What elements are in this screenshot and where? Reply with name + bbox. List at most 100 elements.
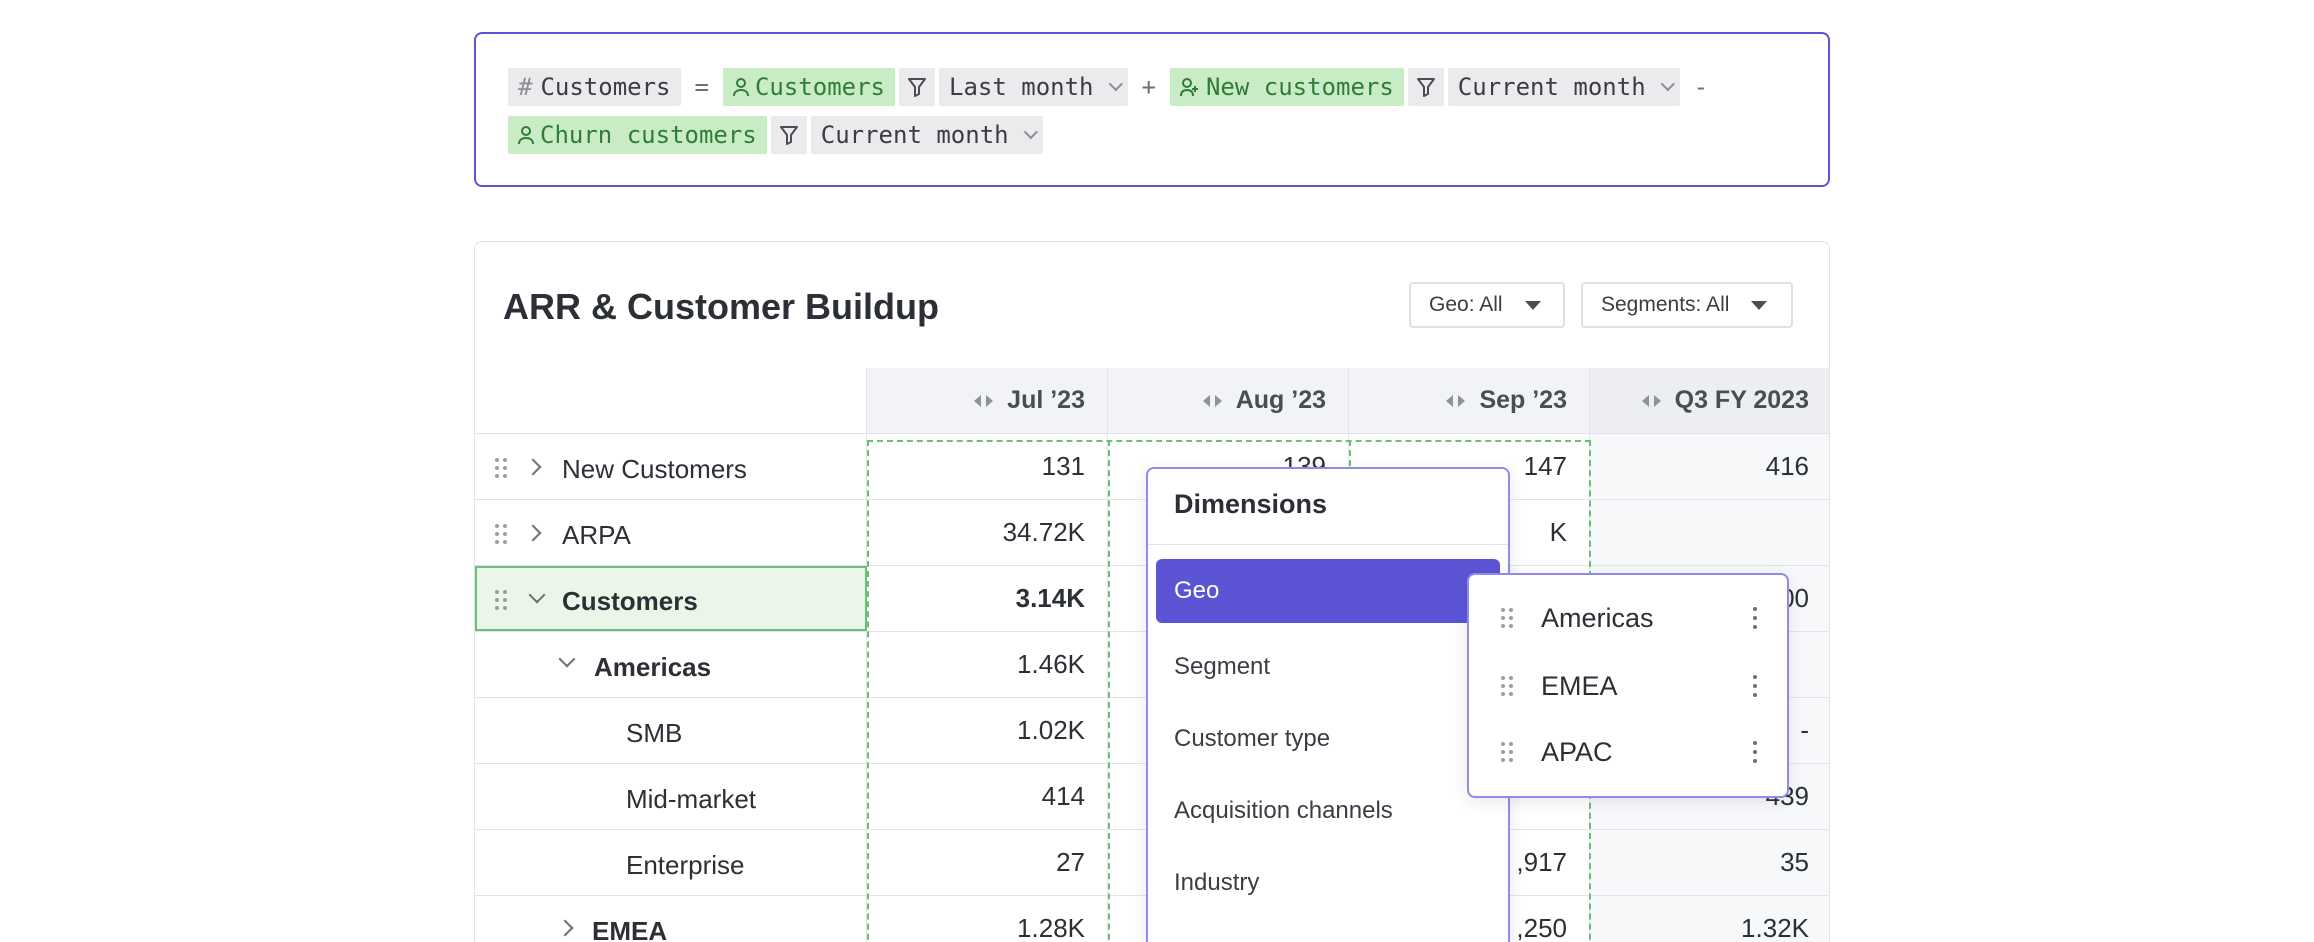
period-dropdown[interactable]: Current month [1447,68,1680,106]
chevron-down-icon[interactable] [528,586,546,604]
dimensions-menu[interactable]: Dimensions Geo Segment Customer type Acq… [1146,467,1510,942]
term-name: Customers [754,73,885,101]
row-label: SMB [626,718,683,748]
metric-chip[interactable]: # Customers [508,68,681,106]
column-nav-icon[interactable] [1641,394,1661,407]
row-label: EMEA [592,916,668,942]
filter-icon [779,125,798,145]
value-cell[interactable]: 414 [867,764,1108,829]
term-chip-new-customers[interactable]: New customers [1169,68,1404,106]
drag-handle-icon[interactable] [1501,608,1515,628]
column-header[interactable]: Q3 FY 2023 [1590,368,1829,433]
segment-filter-dropdown[interactable]: Segments: All [1581,282,1793,328]
period-dropdown[interactable]: Last month [939,68,1128,106]
table-header: Jul ’23 Aug ’23 Sep ’23 Q3 FY 2023 [475,368,1829,434]
formula-line-1: # Customers = Customers Last month + New… [508,68,1798,106]
filter-button[interactable] [770,116,807,154]
formula-line-2: Churn customers Current month [508,116,1798,154]
plus-operator: + [1141,73,1156,101]
more-options-icon[interactable] [1753,741,1757,763]
geo-filter-dropdown[interactable]: Geo: All [1409,282,1565,328]
chevron-right-icon[interactable] [524,458,542,476]
drag-handle-icon[interactable] [495,524,509,544]
row-label: Americas [594,652,712,682]
drag-handle-icon[interactable] [495,458,509,478]
column-nav-icon[interactable] [974,394,994,407]
geo-value-label: APAC [1541,737,1613,767]
drag-handle-icon[interactable] [1501,676,1515,696]
value-cell[interactable]: 3.14K [867,566,1108,631]
metric-name: Customers [540,73,671,101]
column-title: Sep ’23 [1479,386,1567,414]
divider [1148,544,1508,545]
period-label: Current month [1457,73,1646,101]
filter-button[interactable] [899,68,935,106]
row-label-cell[interactable]: EMEA [475,896,867,942]
chevron-right-icon[interactable] [556,919,574,937]
value-cell[interactable]: 34.72K [867,500,1108,565]
geo-value-item[interactable]: APAC [1469,719,1787,785]
dimension-item-segment[interactable]: Segment [1174,653,1271,680]
dimensions-title: Dimensions [1174,489,1328,519]
value-cell[interactable]: 1.32K [1590,896,1829,942]
row-label-cell[interactable]: Americas [475,632,867,697]
row-label-cell[interactable]: Mid-market [475,764,867,829]
column-header[interactable]: Sep ’23 [1349,368,1590,433]
column-header[interactable]: Aug ’23 [1108,368,1349,433]
chevron-down-icon [1023,125,1038,140]
term-chip-customers[interactable]: Customers [722,68,895,106]
chevron-right-icon[interactable] [524,524,542,542]
value-cell[interactable]: 416 [1590,434,1829,499]
table-row[interactable]: EMEA 1.28K ,250 1.32K [475,896,1829,942]
drag-handle-icon[interactable] [495,590,509,610]
dimension-item-customer-type[interactable]: Customer type [1174,725,1331,752]
term-name: Churn customers [540,121,757,149]
dimension-item-industry[interactable]: Industry [1174,869,1260,896]
filter-button[interactable] [1407,68,1444,106]
geo-value-label: EMEA [1541,671,1618,701]
table-row[interactable]: New Customers 131 139 147 416 [475,434,1829,500]
row-label-cell[interactable]: Customers [475,566,867,631]
value-cell[interactable]: 1.46K [867,632,1108,697]
column-header[interactable]: Jul ’23 [867,368,1108,433]
row-label: ARPA [562,520,631,550]
row-label-cell[interactable]: Enterprise [475,830,867,895]
geo-values-menu[interactable]: Americas EMEA APAC [1467,573,1789,798]
hash-icon: # [518,73,533,101]
more-options-icon[interactable] [1753,675,1757,697]
period-dropdown[interactable]: Current month [810,116,1043,154]
dimension-item-acquisition-channels[interactable]: Acquisition channels [1174,797,1393,824]
value-cell[interactable]: 27 [867,830,1108,895]
person-icon [518,125,534,145]
header-label-cell [475,368,867,433]
term-name: New customers [1205,73,1394,101]
chevron-down-icon [1660,77,1675,92]
minus-operator: - [1693,73,1709,101]
table-row[interactable]: ARPA 34.72K K [475,500,1829,566]
row-label-cell[interactable]: ARPA [475,500,867,565]
value-cell[interactable]: 1.02K [867,698,1108,763]
drag-handle-icon[interactable] [1501,742,1515,762]
formula-editor[interactable]: # Customers = Customers Last month + New… [474,32,1830,187]
row-label-cell[interactable]: SMB [475,698,867,763]
period-label: Current month [820,121,1009,149]
value-cell[interactable]: 131 [867,434,1108,499]
column-nav-icon[interactable] [1202,394,1222,407]
value-cell[interactable]: 35 [1590,830,1829,895]
geo-value-item[interactable]: Americas [1469,585,1787,651]
caret-down-icon [1751,300,1768,310]
chevron-down-icon[interactable] [558,650,576,668]
term-chip-churn-customers[interactable]: Churn customers [508,116,767,154]
row-label-cell[interactable]: New Customers [475,434,867,499]
geo-value-label: Americas [1541,603,1654,633]
value-cell[interactable]: 1.28K [867,896,1108,942]
column-nav-icon[interactable] [1446,394,1466,407]
dimension-item-geo[interactable]: Geo [1156,559,1500,623]
person-icon [732,77,749,97]
more-options-icon[interactable] [1753,607,1757,629]
filter-icon [908,77,926,97]
segment-filter-label: Segments: All [1601,293,1730,316]
value-cell[interactable] [1590,500,1829,565]
chevron-down-icon [1108,77,1123,92]
geo-value-item[interactable]: EMEA [1469,653,1787,719]
